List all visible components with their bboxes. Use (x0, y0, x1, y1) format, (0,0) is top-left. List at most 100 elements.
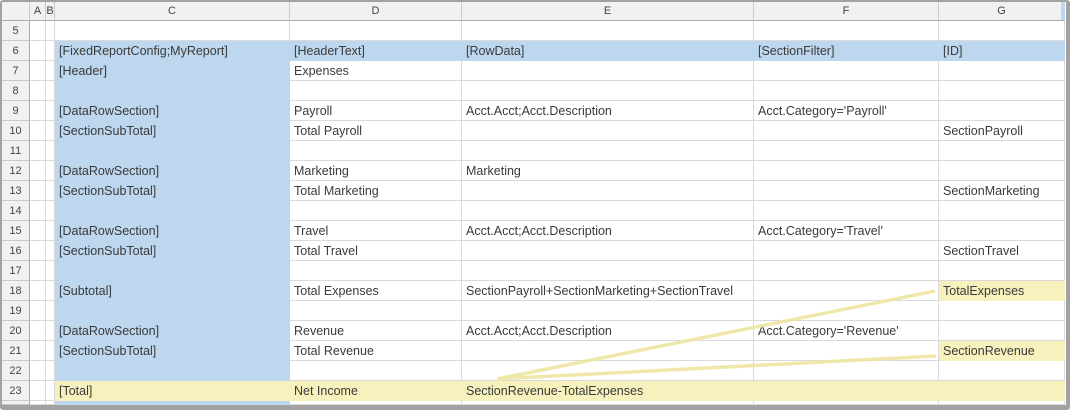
cell-A17[interactable] (30, 261, 46, 281)
column-header-d[interactable]: D (290, 2, 462, 21)
cell-B6[interactable] (46, 41, 55, 61)
cell-A14[interactable] (30, 201, 46, 221)
row-header-7[interactable]: 7 (2, 61, 30, 81)
cell-C6[interactable]: [FixedReportConfig;MyReport] (55, 41, 290, 61)
cell-F20[interactable]: Acct.Category='Revenue' (754, 321, 939, 341)
row-header-13[interactable]: 13 (2, 181, 30, 201)
cell-D24[interactable] (290, 401, 462, 405)
cell-A19[interactable] (30, 301, 46, 321)
cell-D20[interactable]: Revenue (290, 321, 462, 341)
cell-E20[interactable]: Acct.Acct;Acct.Description (462, 321, 754, 341)
row-header-20[interactable]: 20 (2, 321, 30, 341)
cell-G18[interactable]: TotalExpenses (939, 281, 1065, 301)
row-header-6[interactable]: 6 (2, 41, 30, 61)
cell-G14[interactable] (939, 201, 1065, 221)
cell-C20[interactable]: [DataRowSection] (55, 321, 290, 341)
row-header-22[interactable]: 22 (2, 361, 30, 381)
cell-D13[interactable]: Total Marketing (290, 181, 462, 201)
cell-D16[interactable]: Total Travel (290, 241, 462, 261)
row-header-5[interactable]: 5 (2, 21, 30, 41)
cell-F17[interactable] (754, 261, 939, 281)
select-all-corner[interactable] (2, 2, 30, 21)
cell-A24[interactable] (30, 401, 46, 405)
cell-A7[interactable] (30, 61, 46, 81)
cell-G13[interactable]: SectionMarketing (939, 181, 1065, 201)
cell-A23[interactable] (30, 381, 46, 401)
cell-D15[interactable]: Travel (290, 221, 462, 241)
cell-B24[interactable] (46, 401, 55, 405)
cell-D9[interactable]: Payroll (290, 101, 462, 121)
column-header-a[interactable]: A (30, 2, 46, 21)
cell-G8[interactable] (939, 81, 1065, 101)
cell-G21[interactable]: SectionRevenue (939, 341, 1065, 361)
cell-B7[interactable] (46, 61, 55, 81)
row-header-14[interactable]: 14 (2, 201, 30, 221)
cell-G6[interactable]: [ID] (939, 41, 1065, 61)
cell-G10[interactable]: SectionPayroll (939, 121, 1065, 141)
cell-A16[interactable] (30, 241, 46, 261)
cell-A6[interactable] (30, 41, 46, 61)
cell-E23[interactable]: SectionRevenue-TotalExpenses (462, 381, 754, 401)
cell-B21[interactable] (46, 341, 55, 361)
cell-G17[interactable] (939, 261, 1065, 281)
cell-F16[interactable] (754, 241, 939, 261)
cell-D22[interactable] (290, 361, 462, 381)
cell-E17[interactable] (462, 261, 754, 281)
cell-B16[interactable] (46, 241, 55, 261)
cell-B5[interactable] (46, 21, 55, 41)
column-header-c[interactable]: C (55, 2, 290, 21)
cell-F5[interactable] (754, 21, 939, 41)
cell-D7[interactable]: Expenses (290, 61, 462, 81)
cell-B9[interactable] (46, 101, 55, 121)
cell-G16[interactable]: SectionTravel (939, 241, 1065, 261)
cell-E21[interactable] (462, 341, 754, 361)
cell-G9[interactable] (939, 101, 1065, 121)
cell-A12[interactable] (30, 161, 46, 181)
cell-E8[interactable] (462, 81, 754, 101)
cell-E9[interactable]: Acct.Acct;Acct.Description (462, 101, 754, 121)
cell-C18[interactable]: [Subtotal] (55, 281, 290, 301)
cell-D11[interactable] (290, 141, 462, 161)
cell-D10[interactable]: Total Payroll (290, 121, 462, 141)
cell-D5[interactable] (290, 21, 462, 41)
cell-B17[interactable] (46, 261, 55, 281)
cell-D21[interactable]: Total Revenue (290, 341, 462, 361)
cell-A10[interactable] (30, 121, 46, 141)
cell-C19[interactable] (55, 301, 290, 321)
cell-C7[interactable]: [Header] (55, 61, 290, 81)
cell-D8[interactable] (290, 81, 462, 101)
cell-A18[interactable] (30, 281, 46, 301)
cell-C23[interactable]: [Total] (55, 381, 290, 401)
cell-A15[interactable] (30, 221, 46, 241)
cell-E14[interactable] (462, 201, 754, 221)
cell-B22[interactable] (46, 361, 55, 381)
cell-C12[interactable]: [DataRowSection] (55, 161, 290, 181)
row-header-21[interactable]: 21 (2, 341, 30, 361)
cell-A20[interactable] (30, 321, 46, 341)
cell-F22[interactable] (754, 361, 939, 381)
cell-E15[interactable]: Acct.Acct;Acct.Description (462, 221, 754, 241)
cell-B18[interactable] (46, 281, 55, 301)
cell-B10[interactable] (46, 121, 55, 141)
cell-C8[interactable] (55, 81, 290, 101)
row-header-8[interactable]: 8 (2, 81, 30, 101)
cell-C14[interactable] (55, 201, 290, 221)
cell-B13[interactable] (46, 181, 55, 201)
cell-F9[interactable]: Acct.Category='Payroll' (754, 101, 939, 121)
column-header-g[interactable]: G (939, 2, 1065, 21)
cell-F8[interactable] (754, 81, 939, 101)
cell-C15[interactable]: [DataRowSection] (55, 221, 290, 241)
cell-F13[interactable] (754, 181, 939, 201)
cell-E6[interactable]: [RowData] (462, 41, 754, 61)
row-header-9[interactable]: 9 (2, 101, 30, 121)
cell-C24[interactable] (55, 401, 290, 405)
cell-C10[interactable]: [SectionSubTotal] (55, 121, 290, 141)
column-header-e[interactable]: E (462, 2, 754, 21)
cell-E22[interactable] (462, 361, 754, 381)
cell-E16[interactable] (462, 241, 754, 261)
cell-E18[interactable]: SectionPayroll+SectionMarketing+SectionT… (462, 281, 754, 301)
cell-B12[interactable] (46, 161, 55, 181)
cell-A8[interactable] (30, 81, 46, 101)
cell-C22[interactable] (55, 361, 290, 381)
row-header-18[interactable]: 18 (2, 281, 30, 301)
